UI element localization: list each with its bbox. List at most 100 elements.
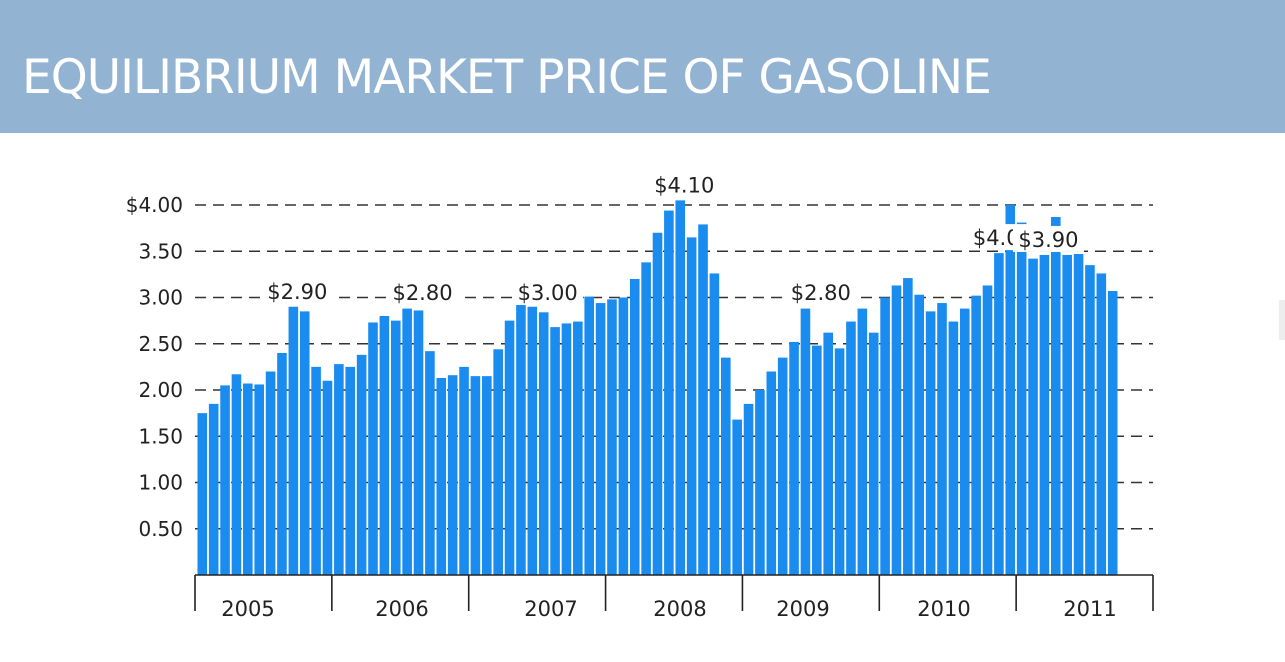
bar — [573, 321, 583, 575]
bar — [425, 351, 435, 575]
bar — [379, 316, 390, 575]
bar — [698, 224, 708, 576]
bar — [925, 311, 936, 575]
bar — [527, 306, 538, 575]
bar — [220, 385, 230, 575]
year-label: 2010 — [917, 597, 970, 621]
bar — [857, 308, 868, 575]
bar — [675, 200, 686, 575]
bar-series — [197, 200, 1118, 576]
bar — [265, 371, 276, 575]
bar — [618, 297, 629, 575]
y-tick-label: 2.00 — [138, 378, 183, 402]
bar — [959, 308, 970, 575]
peak-annotation: $2.90 — [267, 280, 327, 304]
x-axis — [194, 574, 1154, 611]
annotations: $2.90 $2.80 $3.00$4.10$2.80$4.00$3.90 — [261, 171, 1084, 305]
bar — [561, 323, 572, 575]
bar — [459, 366, 469, 575]
bar — [994, 253, 1004, 575]
year-label: 2011 — [1063, 597, 1116, 621]
bar — [402, 308, 412, 575]
bar — [948, 321, 959, 575]
y-tick-label: 0.50 — [138, 517, 183, 541]
bar — [322, 380, 333, 575]
bar — [482, 376, 492, 575]
bar — [755, 390, 765, 575]
bar — [595, 303, 606, 575]
bar — [368, 322, 378, 575]
bar — [732, 419, 742, 575]
bar — [356, 354, 367, 575]
bar — [1005, 205, 1016, 575]
bar — [686, 237, 697, 575]
year-label: 2006 — [375, 597, 428, 621]
bar — [231, 374, 242, 575]
bar — [493, 349, 503, 575]
bar — [664, 210, 674, 576]
bar — [982, 285, 993, 575]
bar — [709, 273, 720, 575]
bar — [743, 403, 754, 575]
y-tick-label: 3.50 — [138, 239, 183, 263]
y-tick-label: 1.00 — [138, 471, 183, 495]
bar — [1028, 258, 1038, 575]
peak-annotation: $2.80 — [791, 281, 851, 305]
y-axis: $4.00 3.50 3.00 2.50 2.00 1.50 1.00 0.50 — [126, 193, 183, 541]
bar — [550, 327, 560, 575]
bar — [777, 357, 788, 575]
bar — [390, 320, 401, 575]
bar — [766, 371, 777, 575]
bar — [652, 232, 663, 575]
peak-annotation: $3.00 — [518, 281, 578, 305]
annotation-background — [512, 279, 584, 305]
bar — [891, 285, 902, 575]
annotation-background — [648, 171, 720, 198]
bar — [1062, 254, 1072, 575]
bar — [1085, 265, 1095, 575]
bar — [516, 297, 526, 575]
bar — [937, 303, 947, 575]
bar — [789, 341, 799, 575]
bar — [504, 320, 515, 575]
bar — [868, 332, 879, 575]
bar — [1096, 273, 1107, 575]
bar — [846, 321, 856, 575]
slide-edge-decoration — [1279, 300, 1285, 340]
bar — [1016, 222, 1027, 575]
peak-annotation: $3.90 — [1018, 228, 1078, 252]
bar — [903, 278, 913, 575]
bar — [413, 310, 424, 575]
annotation-background — [261, 277, 333, 304]
peak-annotation: $2.80 — [392, 281, 452, 305]
bar — [641, 262, 651, 575]
bar — [1107, 291, 1118, 575]
x-axis-labels: 2005 2006 2007 2008 2009 2010 2011 — [221, 597, 1116, 621]
bar — [1051, 217, 1061, 575]
year-label: 2009 — [776, 597, 829, 621]
y-tick-label: 2.50 — [138, 332, 183, 356]
year-label: 2008 — [653, 597, 706, 621]
bar — [812, 345, 822, 575]
bar — [470, 376, 481, 575]
year-label: 2007 — [524, 597, 577, 621]
year-label: 2005 — [221, 597, 274, 621]
peak-annotation: $4.10 — [654, 173, 714, 197]
bar — [880, 297, 890, 575]
title-banner: EQUILIBRIUM MARKET PRICE OF GASOLINE — [0, 0, 1285, 133]
bar — [243, 383, 253, 575]
bar — [1073, 254, 1084, 575]
bar — [914, 294, 925, 575]
bar — [311, 366, 321, 575]
bar — [447, 375, 458, 575]
bar — [971, 295, 981, 575]
bar — [299, 311, 310, 575]
bar — [834, 348, 845, 575]
bar — [334, 364, 344, 575]
bar — [607, 299, 617, 575]
bar — [254, 384, 264, 575]
y-tick-label: $4.00 — [126, 193, 183, 217]
bar — [345, 366, 356, 575]
bar — [208, 403, 219, 575]
